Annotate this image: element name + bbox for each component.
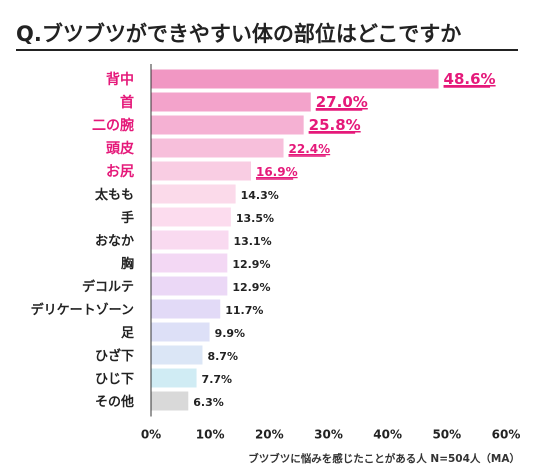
bar	[151, 138, 284, 158]
bar	[151, 69, 439, 89]
category-label: お尻	[106, 164, 134, 180]
bar	[151, 207, 231, 227]
x-tick-label: 20%	[255, 428, 284, 442]
category-label: 胸	[121, 256, 134, 272]
category-label: 頭皮	[106, 140, 134, 157]
value-label: 12.9%	[232, 281, 270, 294]
x-tick-label: 40%	[373, 428, 402, 442]
category-label: その他	[95, 394, 134, 410]
category-label: 二の腕	[92, 117, 134, 134]
value-label: 22.4%	[289, 142, 331, 156]
bar	[151, 345, 203, 365]
bar	[151, 92, 311, 112]
x-tick-label: 30%	[314, 428, 343, 442]
bar	[151, 230, 229, 250]
bar	[151, 368, 197, 388]
value-label: 9.9%	[215, 327, 246, 340]
chart-footnote: ブツブツに悩みを感じたことがある人 N=504人（MA）	[248, 452, 520, 465]
category-label: 背中	[106, 71, 134, 88]
value-label: 27.0%	[316, 93, 368, 111]
value-label: 16.9%	[256, 165, 298, 179]
x-tick-label: 50%	[432, 428, 461, 442]
bar	[151, 391, 189, 411]
category-label: 首	[120, 94, 134, 111]
bar	[151, 115, 304, 135]
value-label: 11.7%	[225, 304, 263, 317]
value-label: 7.7%	[202, 373, 233, 386]
value-label: 12.9%	[232, 258, 270, 271]
bars-layer: 背中 48.6% 首 27.0% 二の腕 25.8% 頭皮 22.4% お尻 16.9% 太もも 14…	[31, 69, 496, 411]
chart-title: Q.ブツブツができやすい体の部位はどこですか	[16, 22, 461, 46]
category-label: 足	[121, 326, 135, 341]
category-label: デリケートゾーン	[31, 302, 134, 318]
category-label: おなか	[95, 234, 134, 249]
value-label: 13.1%	[234, 235, 272, 248]
bar	[151, 253, 228, 273]
bar	[151, 184, 236, 204]
category-label: ひざ下	[95, 348, 134, 364]
x-tick-label: 0%	[141, 428, 161, 442]
bar	[151, 276, 228, 296]
bar	[151, 299, 221, 319]
category-label: 手	[121, 210, 134, 226]
x-tick-label: 10%	[196, 428, 225, 442]
bar	[151, 161, 251, 181]
value-label: 8.7%	[207, 350, 238, 363]
category-label: ひじ下	[95, 372, 134, 387]
value-label: 14.3%	[241, 189, 279, 202]
value-label: 25.8%	[309, 116, 361, 134]
value-label: 48.6%	[444, 70, 496, 88]
chart-title-group: Q.ブツブツができやすい体の部位はどこですか	[16, 22, 518, 51]
bar	[151, 322, 210, 342]
value-label: 13.5%	[236, 212, 274, 225]
axis-layer: 0% 10% 20% 30% 40% 50% 60%	[141, 64, 521, 442]
category-label: デコルテ	[82, 279, 134, 295]
x-tick-label: 60%	[492, 428, 521, 442]
value-label: 6.3%	[193, 396, 224, 409]
category-label: 太もも	[94, 187, 134, 203]
